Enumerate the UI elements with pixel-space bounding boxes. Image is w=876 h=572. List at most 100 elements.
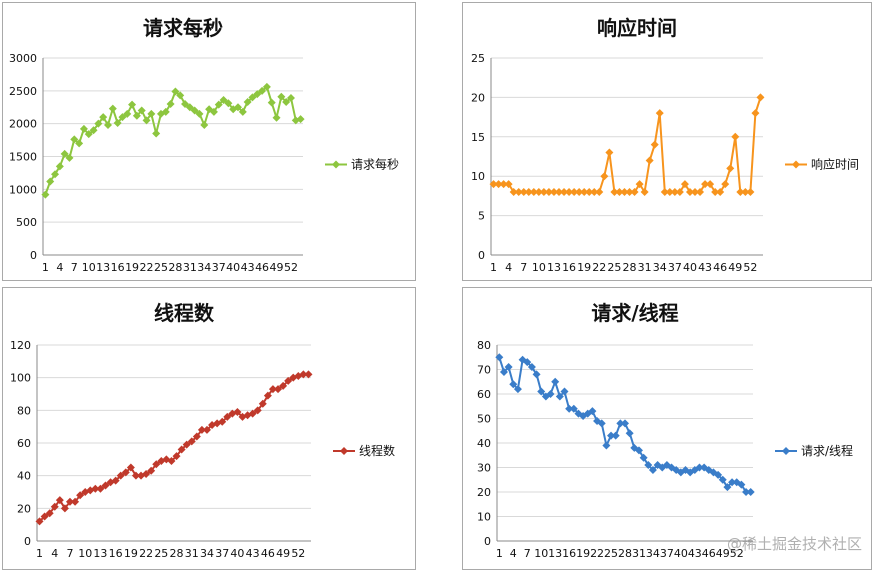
data-point xyxy=(192,432,201,441)
chart-svg: 线程数 0 20 40 60 80 100 120 1 4 7 10 13 16 19 22 25 28 31 34 3… xyxy=(10,301,395,560)
x-tick-label: 40 xyxy=(683,261,697,274)
data-point xyxy=(736,187,745,196)
x-tick-label: 13 xyxy=(548,547,562,560)
data-point xyxy=(728,478,737,487)
y-tick-label: 3000 xyxy=(9,52,37,65)
data-point xyxy=(121,468,130,477)
data-point xyxy=(248,409,257,418)
y-tick-label: 2000 xyxy=(9,118,37,131)
x-tick-label: 43 xyxy=(241,261,255,274)
data-point xyxy=(546,390,555,398)
data-point xyxy=(40,512,49,521)
legend-label: 线程数 xyxy=(359,443,395,458)
data-point xyxy=(182,440,191,449)
y-tick-label: 100 xyxy=(10,372,31,385)
y-tick-label: 10 xyxy=(471,170,485,183)
data-point xyxy=(588,407,597,416)
data-point xyxy=(65,153,74,162)
x-tick-label: 49 xyxy=(276,547,290,560)
data-point xyxy=(746,488,755,496)
chart-title: 线程数 xyxy=(154,301,215,325)
data-point xyxy=(665,187,674,196)
data-point xyxy=(219,96,228,105)
data-point xyxy=(549,187,558,196)
data-point xyxy=(111,476,120,485)
data-point xyxy=(152,460,161,469)
x-tick-label: 52 xyxy=(730,547,744,560)
x-tick-label: 19 xyxy=(576,547,590,560)
y-tick-label: 0 xyxy=(24,535,31,548)
x-tick-label: 37 xyxy=(215,547,229,560)
data-point xyxy=(195,109,204,118)
x-tick-label: 4 xyxy=(51,547,58,560)
x-tick-label: 34 xyxy=(646,547,660,560)
data-point xyxy=(126,463,135,472)
data-point xyxy=(304,370,313,379)
data-point xyxy=(70,135,79,144)
data-point xyxy=(597,419,606,428)
data-point xyxy=(513,385,522,394)
data-point xyxy=(706,180,715,189)
data-point xyxy=(208,421,217,430)
x-tick-label: 16 xyxy=(111,261,125,274)
x-tick-label: 43 xyxy=(698,261,712,274)
x-tick-label: 22 xyxy=(592,261,606,274)
data-point xyxy=(172,452,181,461)
data-point xyxy=(46,177,55,186)
data-point xyxy=(489,180,498,189)
watermark-text: @稀土掘金技术社区 xyxy=(726,535,862,553)
data-point xyxy=(625,187,634,196)
data-point xyxy=(565,404,574,413)
data-point xyxy=(569,404,578,413)
x-tick-label: 31 xyxy=(632,547,646,560)
data-point xyxy=(695,463,704,472)
data-point xyxy=(123,109,132,118)
data-point xyxy=(176,91,185,100)
data-point xyxy=(645,156,654,165)
data-point xyxy=(580,187,589,196)
x-tick-label: 31 xyxy=(183,261,197,274)
x-tick-label: 25 xyxy=(154,547,168,560)
chart-panel-threads: 线程数 0 20 40 60 80 100 120 1 4 7 10 13 16 19 22 25 28 31 34 3… xyxy=(2,287,416,570)
x-tick-label: 1 xyxy=(36,547,43,560)
data-point xyxy=(575,187,584,196)
data-point xyxy=(79,124,88,133)
data-point xyxy=(45,509,54,518)
data-point xyxy=(655,109,664,118)
data-point xyxy=(234,103,242,112)
legend-marker xyxy=(340,447,348,455)
x-tick-label: 46 xyxy=(713,261,727,274)
x-tick-label: 40 xyxy=(230,547,244,560)
data-point xyxy=(621,419,629,428)
data-point xyxy=(279,381,288,390)
data-point xyxy=(262,82,271,91)
x-tick-label: 7 xyxy=(524,547,531,560)
data-point xyxy=(741,187,750,196)
data-point xyxy=(147,109,156,118)
legend-label: 请求/线程 xyxy=(801,443,853,458)
data-point xyxy=(101,481,110,490)
data-point xyxy=(214,100,223,109)
data-point xyxy=(89,126,98,135)
x-tick-label: 4 xyxy=(510,547,517,560)
data-point xyxy=(714,470,723,479)
data-point xyxy=(644,461,653,470)
chart-panel-response-time: 响应时间 0 5 10 15 20 25 1 4 7 10 13 16 19 22 25 28 31 34 37 40 4… xyxy=(462,2,872,281)
data-point xyxy=(672,465,681,474)
data-point xyxy=(732,478,741,487)
data-point xyxy=(610,187,619,196)
data-point xyxy=(675,187,684,196)
x-tick-label: 40 xyxy=(674,547,688,560)
data-point xyxy=(137,106,146,115)
y-tick-label: 40 xyxy=(17,470,31,483)
data-point xyxy=(625,429,634,438)
data-point xyxy=(667,463,676,472)
x-tick-label: 49 xyxy=(728,261,742,274)
data-point xyxy=(721,180,730,189)
data-point xyxy=(696,187,705,196)
data-point xyxy=(680,180,689,189)
x-tick-label: 31 xyxy=(185,547,199,560)
data-point xyxy=(635,180,644,189)
data-point xyxy=(742,488,751,496)
y-tick-label: 5 xyxy=(478,210,485,223)
